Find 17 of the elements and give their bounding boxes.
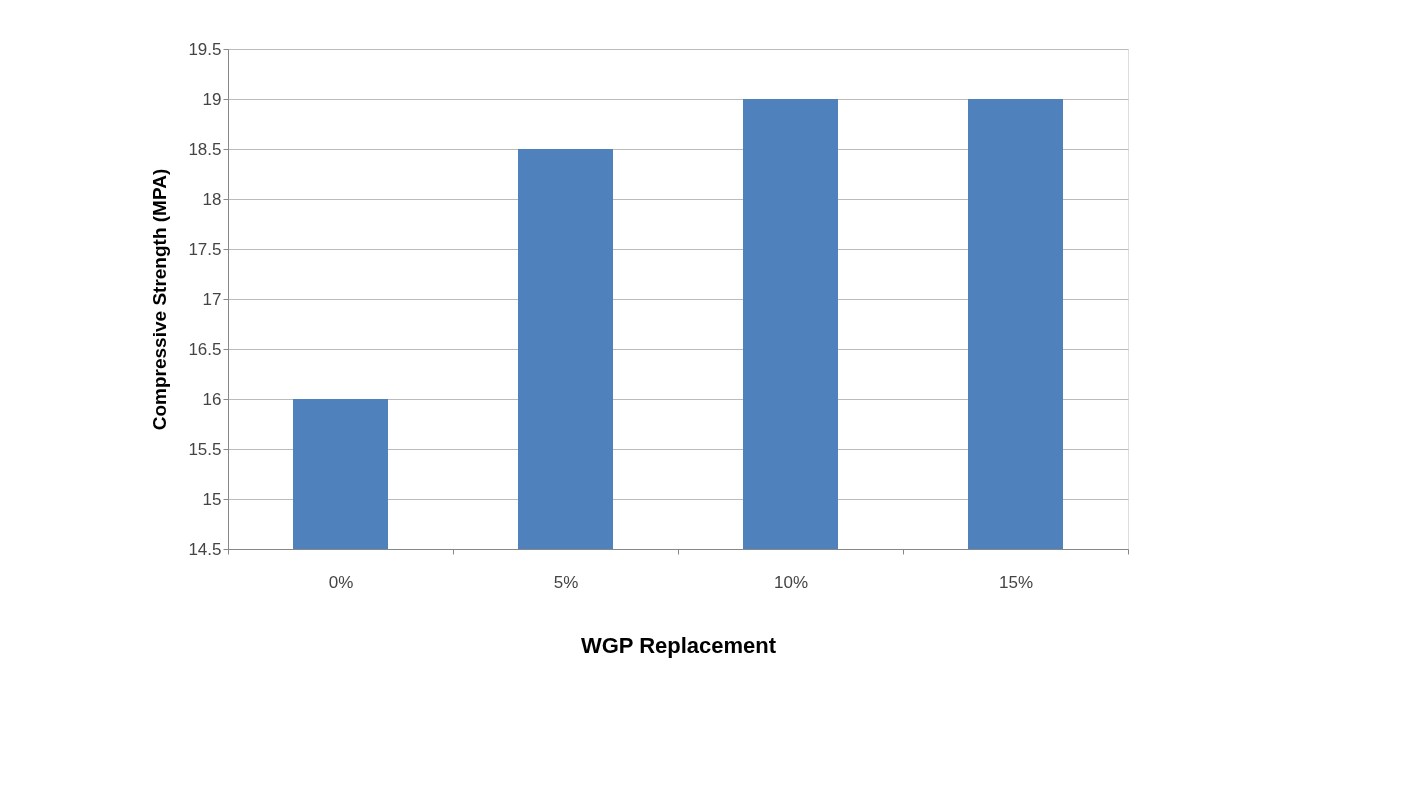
y-tick-label: 19 [202, 89, 222, 109]
y-tick-label: 17 [202, 289, 222, 309]
y-tick-label: 15.5 [188, 439, 222, 459]
x-axis-title: WGP Replacement [580, 632, 777, 658]
y-tick-label: 19.5 [188, 39, 222, 59]
x-tick-label: 0% [328, 572, 354, 592]
x-tick-label: 15% [998, 572, 1034, 592]
y-tick-label: 18 [202, 189, 222, 209]
y-tick-label: 16.5 [188, 339, 222, 359]
y-axis-title: Compressive Strength (MPA) [149, 168, 171, 431]
y-tick-label: 16 [202, 389, 222, 409]
x-tick-label: 10% [773, 572, 809, 592]
y-tick-label: 15 [202, 489, 222, 509]
y-tick-label: 17.5 [188, 239, 222, 259]
y-tick-label: 14.5 [188, 539, 222, 559]
y-tick-label: 18.5 [188, 139, 222, 159]
x-tick-label: 5% [553, 572, 579, 592]
